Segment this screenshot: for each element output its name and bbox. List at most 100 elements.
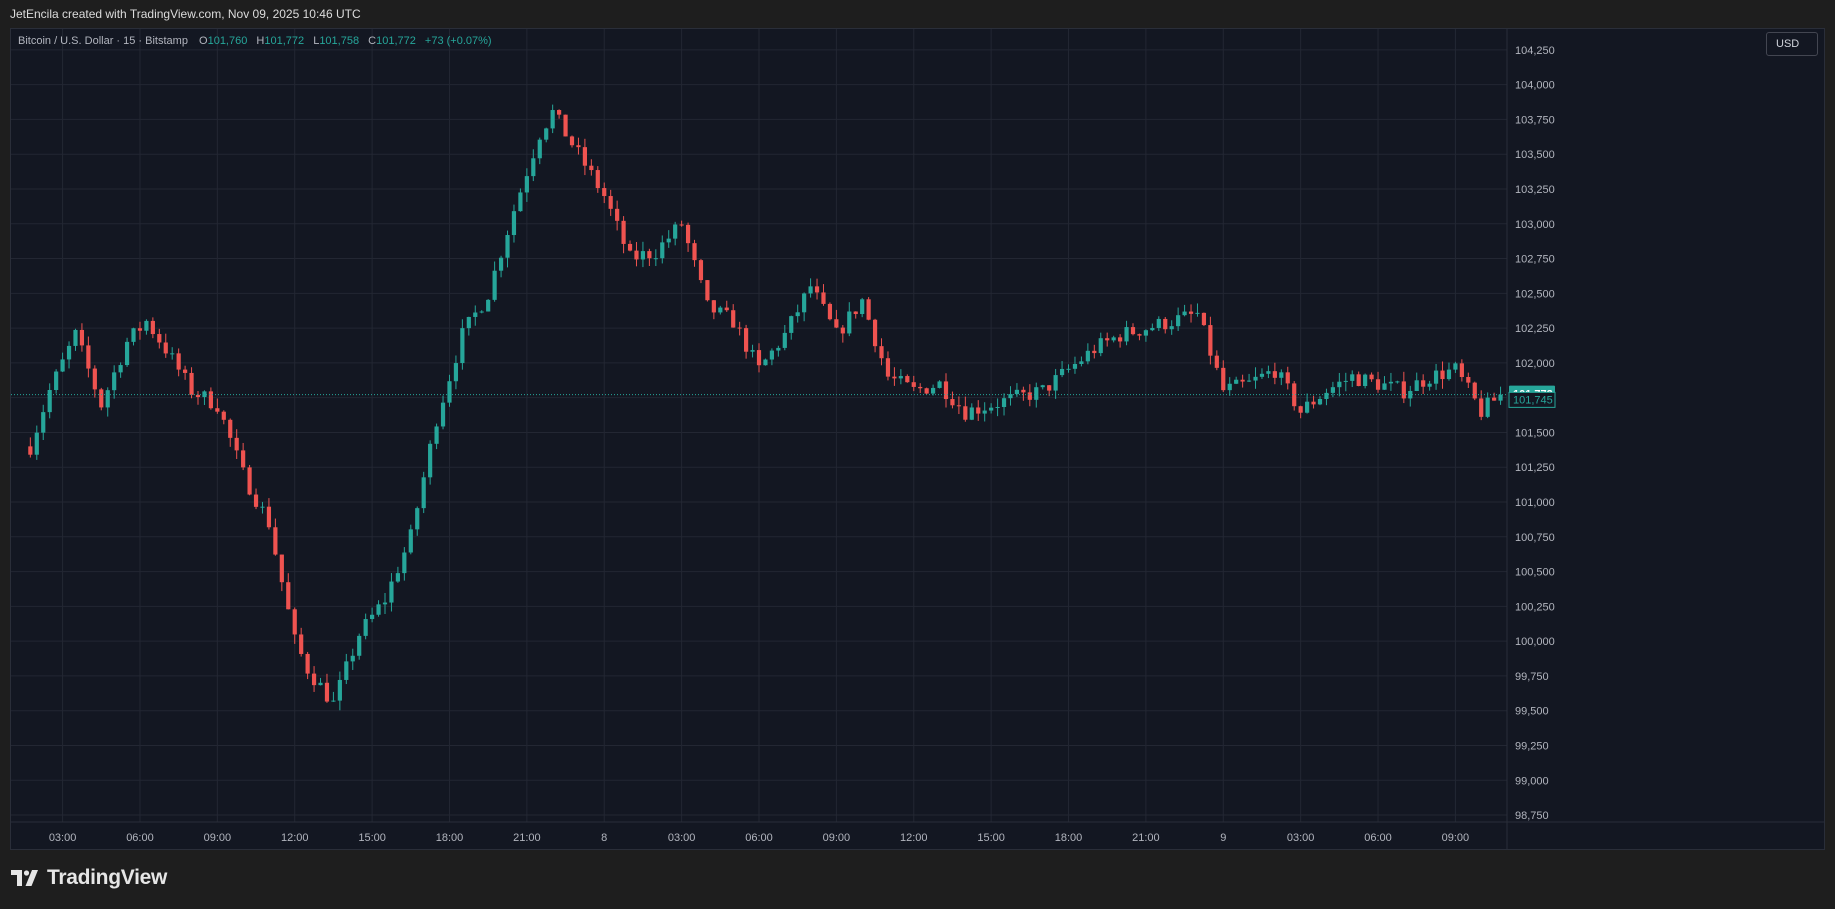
candle-body [1143,330,1148,336]
candle-body [415,508,420,530]
candle-body [1266,371,1271,374]
candle-body [660,242,665,259]
candle-body [1201,312,1207,326]
candle-body [1408,390,1413,399]
candle-body [705,280,710,301]
candle-body [1466,376,1471,383]
candle-body [1240,379,1245,382]
candle-body [428,443,433,478]
candle-body [1395,381,1400,383]
x-tick-label: 9 [1220,832,1226,844]
candle-body [905,376,910,383]
candle-body [357,635,362,656]
candle-body [814,286,820,293]
candle-body [447,381,452,403]
candle-body [976,407,981,414]
candle-body [73,329,78,346]
y-tick-label: 102,750 [1515,254,1555,266]
x-tick-label: 03:00 [1287,832,1315,844]
tradingview-logo-icon [11,870,38,886]
x-tick-label: 03:00 [668,832,696,844]
candle-body [183,369,188,373]
x-tick-label: 09:00 [823,832,851,844]
candle-body [202,391,207,398]
candle-body [370,614,375,620]
x-tick-label: 15:00 [358,832,386,844]
candle-body [563,114,568,137]
candle-body [776,347,781,351]
candle-body [350,655,355,662]
y-tick-label: 100,250 [1515,601,1555,613]
candle-body [498,257,504,271]
symbol-legend: Bitcoin / U.S. Dollar · 15 · Bitstamp O1… [18,35,492,47]
candle-body [118,365,123,373]
candle-body [1427,383,1432,387]
currency-button[interactable]: USD [1766,32,1818,56]
candle-body [1485,397,1490,417]
low-label: L [313,35,320,47]
candle-body [1421,380,1426,387]
candle-body [234,437,239,451]
candle-body [1034,387,1039,400]
candle-body [1234,379,1239,384]
change-value: +73 (+0.07%) [424,35,492,47]
candle-body [1311,401,1316,405]
candle-body [421,477,426,509]
candle-body [847,311,852,334]
candle-body [1021,389,1026,393]
candle-body [685,224,691,244]
candle-body [795,312,800,317]
candle-body [389,581,394,603]
candle-body [557,110,562,115]
candle-body [537,139,542,159]
candle-body [253,494,259,507]
symbol-name[interactable]: Bitcoin / U.S. Dollar · 15 · Bitstamp [18,35,188,47]
candle-body [524,176,529,193]
candle-body [408,529,413,553]
candle-body [582,147,587,166]
candle-body [763,359,768,366]
y-tick-label: 102,000 [1515,358,1555,370]
candle-body [66,345,72,360]
candle-body [492,270,497,300]
candle-body [866,299,871,320]
y-tick-label: 99,750 [1515,671,1549,683]
y-tick-label: 99,500 [1515,706,1549,718]
candle-body [750,350,755,352]
candle-body [550,110,555,129]
candle-body [137,328,143,331]
y-tick-label: 100,750 [1515,532,1555,544]
tradingview-logo[interactable]: TradingView [11,866,167,890]
candle-body [273,527,278,555]
candle-body [608,196,613,209]
candle-body [511,211,517,236]
candle-body [1150,327,1155,331]
candle-body [1079,361,1084,364]
chart-frame[interactable]: 104,250 104,000 103,750 103,500 103,250 103,0… [10,28,1825,850]
candle-body [247,467,252,495]
candle-body [640,251,646,260]
candle-body [1027,392,1032,400]
candle-body [440,402,446,427]
candlestick-chart[interactable]: 104,250 104,000 103,750 103,500 103,250 103,0… [11,29,1824,849]
candle-body [1369,374,1374,380]
candle-body [1382,383,1387,390]
x-tick-label: 03:00 [49,832,77,844]
candle-body [1401,381,1406,399]
candle-body [1388,381,1394,384]
candle-body [195,394,201,398]
candle-body [1176,315,1181,327]
candle-body [402,552,407,574]
candle-body [292,609,297,635]
candle-body [885,358,891,377]
candle-body [634,250,639,260]
candle-body [395,573,400,582]
candle-body [1227,383,1232,391]
header-bar: JetEncila created with TradingView.com, … [0,0,1835,28]
candle-body [92,368,97,390]
chart-background [11,29,1824,849]
candle-body [79,329,85,346]
close-value: 101,772 [376,35,416,47]
candle-body [840,327,845,334]
candle-body [1130,327,1136,335]
